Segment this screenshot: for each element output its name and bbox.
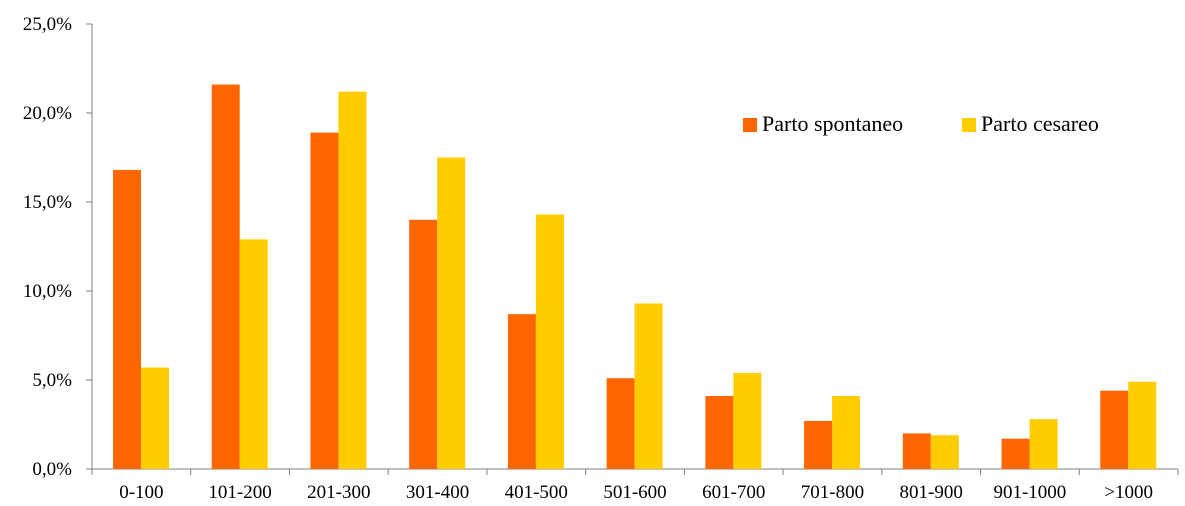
bar-parto-spontaneo: [705, 396, 734, 469]
bar-parto-spontaneo: [606, 378, 635, 469]
x-axis: 0-100 101-200 201-300 301-400 401-500 501-600…: [91, 468, 1179, 503]
bar-parto-cesareo: [338, 91, 367, 469]
bar-parto-cesareo: [535, 214, 564, 469]
x-tick-label: 701-800: [801, 482, 864, 503]
x-tick-label: 101-200: [208, 482, 271, 503]
y-tick-label: 5,0%: [32, 370, 72, 391]
bar-parto-spontaneo: [1100, 390, 1129, 469]
x-tick-label: >1000: [1104, 482, 1153, 503]
bar-parto-spontaneo: [211, 84, 240, 470]
bar-parto-cesareo: [1029, 419, 1058, 469]
x-tick-label: 201-300: [307, 482, 370, 503]
x-tick-label: 401-500: [505, 482, 568, 503]
x-tick-label: 801-900: [900, 482, 963, 503]
bar-parto-spontaneo: [409, 219, 438, 469]
bar-parto-cesareo: [437, 157, 466, 469]
bar-parto-cesareo: [239, 239, 268, 469]
bar-parto-cesareo: [1128, 381, 1157, 469]
bar-parto-spontaneo: [507, 314, 536, 469]
legend-label: Parto cesareo: [981, 111, 1099, 136]
y-tick-label: 0,0%: [32, 459, 72, 480]
bar-parto-spontaneo: [310, 132, 339, 469]
x-tick-label: 501-600: [603, 482, 666, 503]
y-tick-label: 15,0%: [23, 192, 72, 213]
bar-parto-spontaneo: [902, 433, 931, 469]
y-tick-label: 20,0%: [23, 103, 72, 124]
bar-parto-cesareo: [634, 303, 663, 469]
bar-parto-cesareo: [832, 396, 861, 469]
x-tick-label: 901-1000: [993, 482, 1066, 503]
y-axis: 0,0% 5,0% 10,0% 15,0% 20,0% 25,0%: [23, 14, 93, 480]
bar-parto-spontaneo: [113, 169, 141, 469]
legend: Parto spontaneo Parto cesareo: [743, 111, 1099, 136]
bar-parto-cesareo: [930, 435, 959, 469]
legend-swatch: [962, 118, 976, 132]
bar-parto-spontaneo: [1001, 438, 1030, 469]
bar-parto-cesareo: [733, 372, 762, 469]
x-tick-label: 301-400: [406, 482, 469, 503]
y-tick-label: 10,0%: [23, 281, 72, 302]
bars: [113, 84, 1157, 470]
bar-parto-cesareo: [141, 367, 169, 469]
x-tick-label: 0-100: [119, 482, 163, 503]
bar-parto-spontaneo: [804, 420, 833, 469]
legend-label: Parto spontaneo: [762, 111, 903, 136]
legend-swatch: [743, 118, 757, 132]
y-tick-label: 25,0%: [23, 14, 72, 35]
x-tick-label: 601-700: [702, 482, 765, 503]
